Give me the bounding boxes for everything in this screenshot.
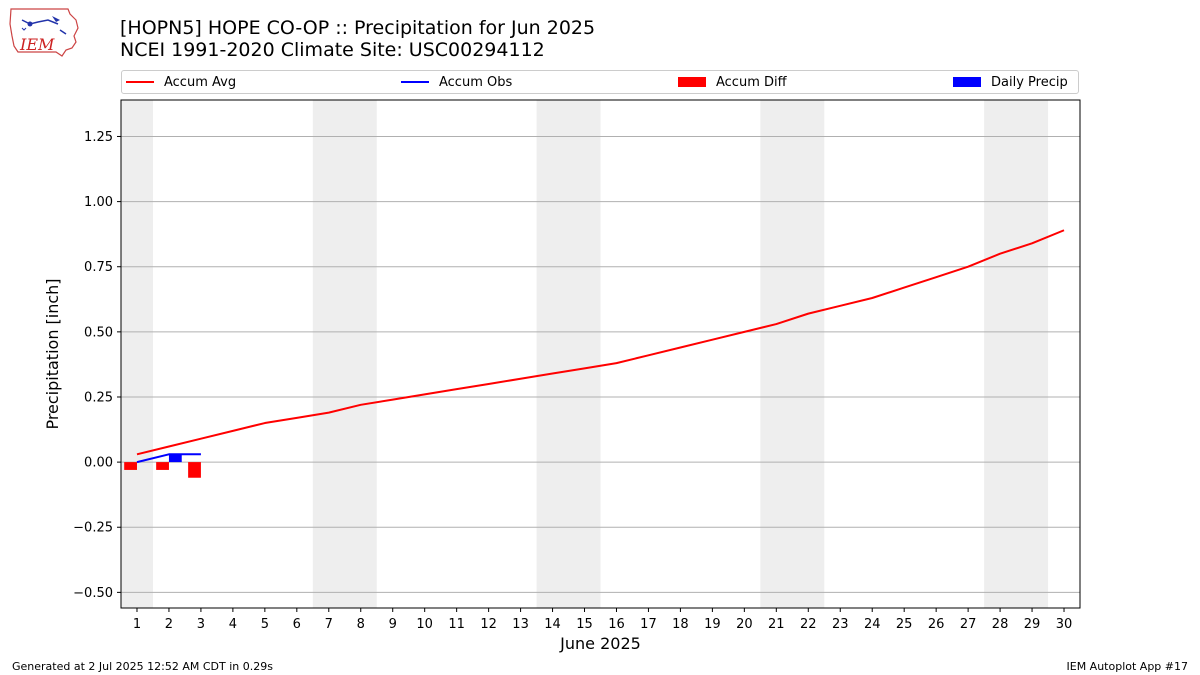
x-tick-label: 30 bbox=[1056, 617, 1073, 632]
x-tick-label: 23 bbox=[832, 617, 849, 632]
x-tick-label: 11 bbox=[448, 617, 465, 632]
weekend-band bbox=[121, 100, 153, 608]
x-tick-label: 6 bbox=[293, 617, 301, 632]
x-axis-label: June 2025 bbox=[559, 634, 641, 653]
weekend-band bbox=[760, 100, 825, 608]
weekend-band bbox=[312, 100, 377, 608]
x-tick-label: 17 bbox=[640, 617, 657, 632]
x-tick-label: 25 bbox=[896, 617, 913, 632]
y-axis-label: Precipitation [inch] bbox=[43, 278, 62, 429]
legend-label: Accum Avg bbox=[164, 74, 237, 90]
y-tick-label: 0.25 bbox=[84, 390, 113, 405]
y-tick-label: −0.25 bbox=[73, 521, 113, 536]
x-tick-label: 3 bbox=[197, 617, 205, 632]
x-tick-label: 15 bbox=[576, 617, 593, 632]
legend-item-daily-precip: Daily Precip bbox=[953, 71, 1068, 93]
x-tick-label: 26 bbox=[928, 617, 945, 632]
accum-obs-line bbox=[136, 453, 201, 464]
legend-item-accum-obs: Accum Obs bbox=[401, 71, 512, 93]
chart-subtitle: NCEI 1991-2020 Climate Site: USC00294112 bbox=[120, 39, 545, 61]
x-tick-label: 24 bbox=[864, 617, 881, 632]
weekend-band bbox=[984, 100, 1049, 608]
y-tick-label: 0.00 bbox=[84, 456, 113, 471]
daily-precip-bar bbox=[168, 454, 182, 463]
x-tick-label: 9 bbox=[389, 617, 397, 632]
app-label: IEM Autoplot App #17 bbox=[1066, 660, 1189, 673]
plot-frame bbox=[120, 99, 1081, 609]
x-tick-label: 18 bbox=[672, 617, 689, 632]
legend-swatch bbox=[126, 81, 154, 83]
accum-diff-bar bbox=[156, 462, 169, 470]
chart-title: [HOPN5] HOPE CO-OP :: Precipitation for … bbox=[120, 17, 596, 39]
y-tick-label: 0.75 bbox=[84, 260, 113, 275]
accum-avg-line bbox=[136, 229, 1065, 456]
legend-label: Accum Obs bbox=[439, 74, 513, 90]
legend-item-accum-diff: Accum Diff bbox=[678, 71, 787, 93]
legend-swatch bbox=[401, 81, 429, 83]
x-tick-label: 14 bbox=[544, 617, 561, 632]
weekend-band bbox=[536, 100, 601, 608]
accum-diff-bar bbox=[188, 462, 201, 478]
svg-text:IEM: IEM bbox=[19, 35, 55, 54]
x-tick-label: 10 bbox=[416, 617, 433, 632]
accum-diff-bar bbox=[124, 462, 137, 470]
legend-label: Daily Precip bbox=[991, 74, 1068, 90]
x-tick-label: 28 bbox=[992, 617, 1009, 632]
y-tick-label: −0.50 bbox=[73, 586, 113, 601]
legend-label: Accum Diff bbox=[716, 74, 787, 90]
x-tick-label: 27 bbox=[960, 617, 977, 632]
x-tick-label: 8 bbox=[357, 617, 365, 632]
generated-timestamp: Generated at 2 Jul 2025 12:52 AM CDT in … bbox=[12, 660, 273, 673]
x-tick-label: 2 bbox=[165, 617, 173, 632]
y-tick-label: 0.50 bbox=[84, 325, 113, 340]
x-tick-label: 29 bbox=[1024, 617, 1041, 632]
x-tick-label: 21 bbox=[768, 617, 785, 632]
x-tick-label: 16 bbox=[608, 617, 625, 632]
x-tick-label: 13 bbox=[512, 617, 529, 632]
y-tick-label: 1.00 bbox=[84, 195, 113, 210]
y-tick-label: 1.25 bbox=[84, 130, 113, 145]
legend-swatch bbox=[953, 77, 981, 87]
x-tick-label: 22 bbox=[800, 617, 817, 632]
legend-item-accum-avg: Accum Avg bbox=[126, 71, 236, 93]
legend-swatch bbox=[678, 77, 706, 87]
x-tick-label: 5 bbox=[261, 617, 269, 632]
x-tick-label: 7 bbox=[325, 617, 333, 632]
x-tick-label: 19 bbox=[704, 617, 721, 632]
x-tick-label: 4 bbox=[229, 617, 237, 632]
chart-legend: Accum Avg Accum Obs Accum Diff Daily Precip bbox=[121, 70, 1079, 94]
x-tick-label: 20 bbox=[736, 617, 753, 632]
x-tick-label: 1 bbox=[133, 617, 141, 632]
x-tick-label: 12 bbox=[480, 617, 497, 632]
iem-logo: IEM bbox=[9, 8, 79, 57]
